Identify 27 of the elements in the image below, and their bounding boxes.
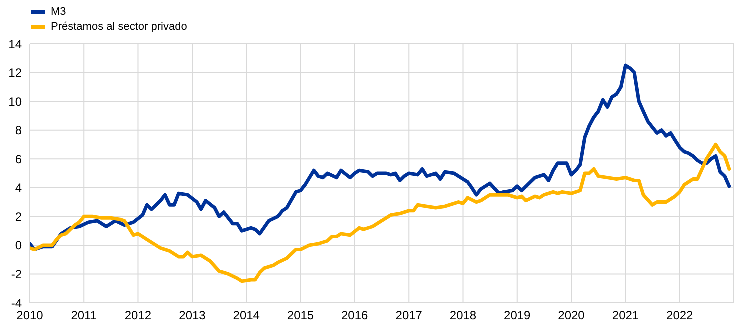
x-tick-label: 2011 bbox=[71, 308, 98, 323]
x-tick-label: 2015 bbox=[287, 308, 314, 323]
y-tick-label: 10 bbox=[8, 94, 22, 109]
x-tick-label: 2020 bbox=[558, 308, 586, 323]
x-tick-label: 2022 bbox=[666, 308, 694, 323]
y-tick-label: 6 bbox=[15, 152, 22, 166]
y-tick-label: 4 bbox=[15, 181, 22, 196]
x-tick-label: 2010 bbox=[16, 308, 44, 323]
y-tick-label: 12 bbox=[8, 66, 22, 80]
legend-label: Préstamos al sector privado bbox=[51, 20, 188, 32]
y-tick-label: -2 bbox=[11, 267, 22, 282]
x-tick-label: 2014 bbox=[233, 308, 260, 323]
x-tick-label: 2017 bbox=[396, 308, 423, 323]
y-tick-label: 0 bbox=[15, 238, 22, 253]
line-series bbox=[30, 64, 732, 252]
y-tick-label: 14 bbox=[8, 37, 22, 52]
x-tick-label: 2019 bbox=[504, 308, 532, 323]
x-tick-label: 2018 bbox=[450, 308, 477, 323]
y-tick-label: -4 bbox=[11, 296, 22, 310]
line-series bbox=[30, 142, 732, 284]
x-tick-label: 2016 bbox=[342, 308, 369, 323]
x-tick-label: 2013 bbox=[179, 308, 206, 323]
x-tick-label: 2021 bbox=[612, 308, 640, 323]
legend-label: M3 bbox=[51, 6, 66, 18]
y-tick-label: 2 bbox=[15, 210, 22, 224]
x-tick-label: 2012 bbox=[124, 308, 152, 323]
y-tick-label: 8 bbox=[15, 124, 22, 138]
